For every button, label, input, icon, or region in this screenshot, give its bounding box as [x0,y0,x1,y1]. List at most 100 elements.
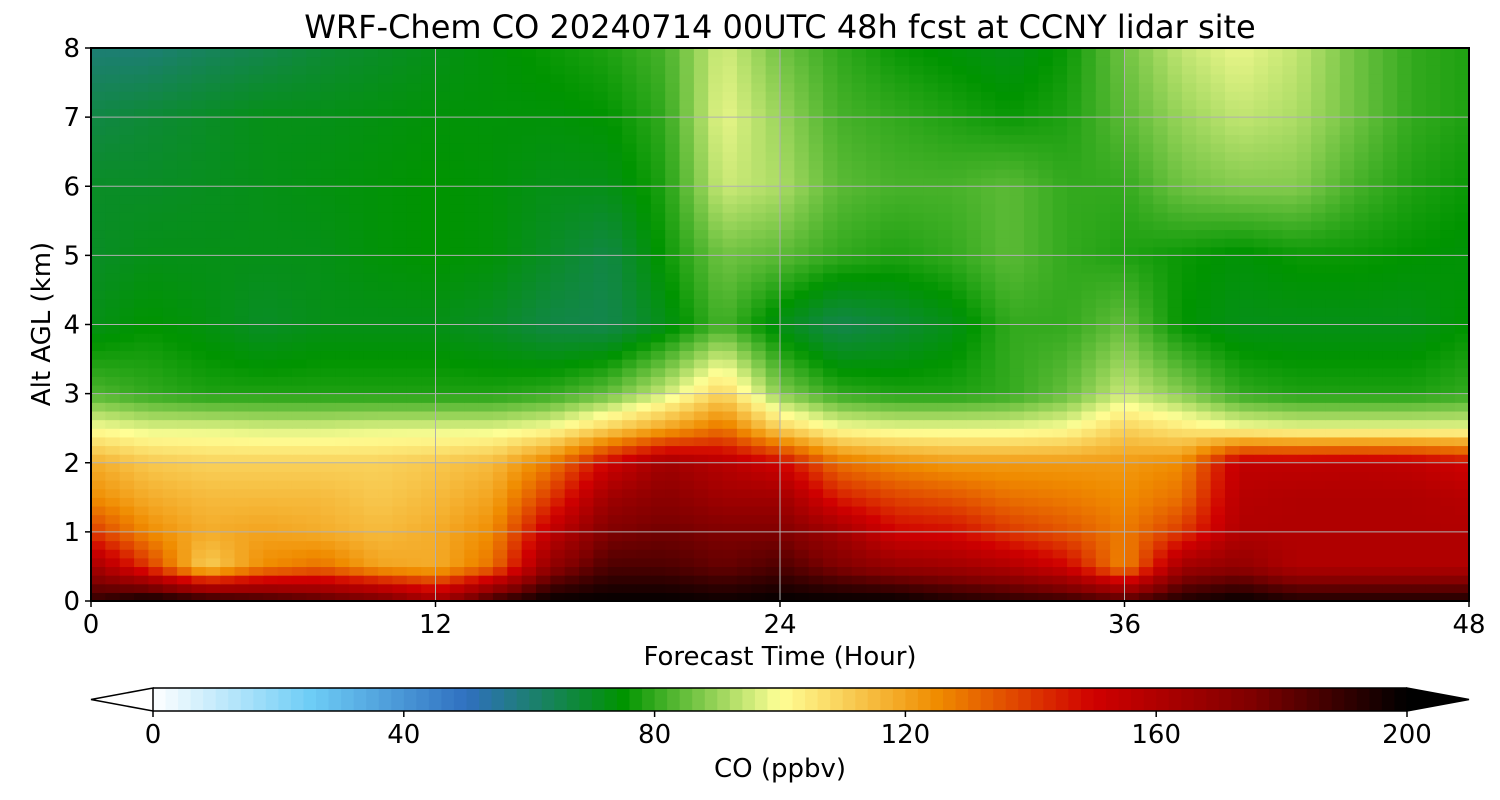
heatmap-cell [1397,151,1413,161]
heatmap-cell [1239,229,1255,239]
heatmap-cell [923,246,939,256]
heatmap-cell [320,160,336,170]
heatmap-cell [105,462,121,472]
heatmap-cell [708,462,724,472]
heatmap-cell [1196,160,1212,170]
heatmap-cell [507,514,523,524]
heatmap-cell [823,488,839,498]
heatmap-cell [564,203,580,213]
heatmap-cell [751,350,767,360]
heatmap-cell [1311,505,1327,516]
heatmap-cell [736,367,752,377]
heatmap-cell [622,220,638,231]
heatmap-cell [966,341,982,352]
heatmap-cell [1253,549,1269,559]
heatmap-cell [1296,497,1312,507]
heatmap-cell [693,220,709,231]
heatmap-cell [1325,229,1341,239]
heatmap-cell [1268,212,1283,222]
heatmap-cell [119,505,135,516]
heatmap-cell [622,436,638,447]
heatmap-cell [765,488,781,498]
heatmap-cell [851,289,867,300]
heatmap-cell [665,557,681,568]
heatmap-cell [995,341,1011,352]
heatmap-cell [392,359,408,369]
heatmap-cell [1253,264,1269,274]
heatmap-cell [550,229,566,239]
heatmap-cell [665,324,681,334]
heatmap-cell [966,194,982,205]
heatmap-cell [1282,497,1298,507]
heatmap-cell [1382,549,1398,559]
heatmap-cell [406,419,422,429]
heatmap-cell [1009,324,1025,334]
heatmap-cell [263,454,279,464]
heatmap-cell [306,497,322,507]
heatmap-cell [191,480,207,490]
heatmap-cell [1181,549,1197,559]
heatmap-cell [1239,307,1255,317]
heatmap-cell [1224,264,1240,274]
heatmap-cell [579,333,594,343]
heatmap-cell [1038,203,1054,213]
heatmap-cell [1067,307,1083,317]
heatmap-cell [263,410,279,421]
heatmap-cell [1110,583,1126,593]
heatmap-cell [1210,540,1226,550]
heatmap-cell [1325,445,1341,455]
heatmap-cell [564,177,580,187]
heatmap-cell [966,549,982,559]
heatmap-cell [1311,168,1327,179]
heatmap-cell [550,194,566,205]
heatmap-cell [1411,203,1427,213]
heatmap-cell [1425,246,1441,256]
heatmap-cell [1268,333,1283,343]
heatmap-cell [909,186,925,196]
heatmap-cell [794,566,810,576]
heatmap-cell [1296,203,1312,213]
heatmap-cell [1440,255,1456,265]
heatmap-cell [564,186,580,196]
heatmap-cell [1239,523,1255,533]
heatmap-cell [736,462,752,472]
heatmap-cell [909,428,925,438]
heatmap-cell [909,168,925,179]
heatmap-cell [607,462,623,472]
heatmap-cell [679,471,695,481]
heatmap-cell [1024,324,1039,334]
heatmap-cell [1110,229,1126,239]
heatmap-cell [952,212,968,222]
heatmap-cell [952,194,968,205]
heatmap-cell [1024,194,1039,205]
heatmap-cell [866,281,882,291]
heatmap-cell [205,419,221,429]
heatmap-cell [823,514,839,524]
heatmap-cell [564,540,580,550]
heatmap-cell [1081,376,1097,386]
heatmap-cell [708,177,724,187]
heatmap-cell [492,272,508,282]
heatmap-cell [665,341,681,352]
heatmap-cell [1181,480,1197,490]
heatmap-cell [1067,324,1083,334]
heatmap-cell [1382,445,1398,455]
heatmap-cell [1110,592,1126,601]
heatmap-cell [1095,566,1111,576]
heatmap-cell [220,575,236,585]
heatmap-cell [492,324,508,334]
heatmap-cell [1138,367,1154,377]
heatmap-cell [665,350,681,360]
heatmap-cell [1167,177,1183,187]
heatmap-cell [134,186,150,196]
heatmap-cell [220,436,236,447]
heatmap-cell [1282,307,1298,317]
heatmap-cell [751,238,767,248]
heatmap-cell [406,177,422,187]
heatmap-cell [1354,575,1370,585]
heatmap-cell [851,341,867,352]
heatmap-cell [636,410,652,421]
heatmap-cell [593,359,609,369]
heatmap-cell [736,350,752,360]
heatmap-cell [234,272,250,282]
